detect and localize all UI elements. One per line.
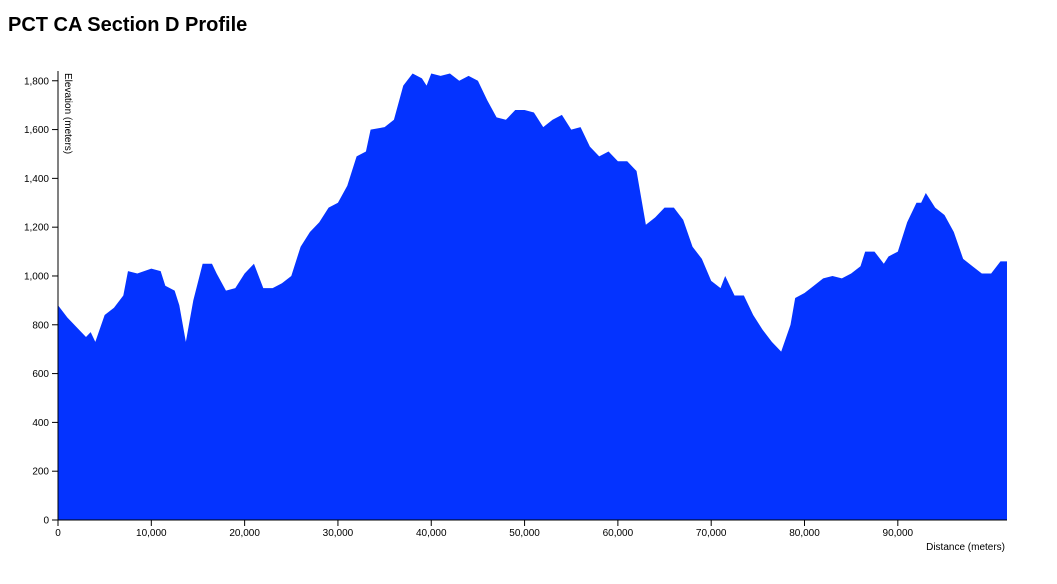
x-tick-label: 40,000 xyxy=(416,528,447,539)
x-tick-label: 90,000 xyxy=(883,528,914,539)
x-axis-label: Distance (meters) xyxy=(926,542,1005,553)
chart-title: PCT CA Section D Profile xyxy=(8,14,247,36)
elevation-area xyxy=(58,73,1007,520)
y-axis-label: Elevation (meters) xyxy=(62,73,73,154)
y-tick-label: 400 xyxy=(32,418,49,429)
x-tick-label: 50,000 xyxy=(509,528,540,539)
y-tick-label: 0 xyxy=(43,516,49,527)
x-tick-label: 30,000 xyxy=(323,528,354,539)
x-tick-label: 60,000 xyxy=(603,528,634,539)
x-tick-label: 70,000 xyxy=(696,528,727,539)
y-tick-label: 800 xyxy=(32,320,49,331)
y-tick-label: 200 xyxy=(32,467,49,478)
x-tick-label: 10,000 xyxy=(136,528,167,539)
y-tick-label: 1,000 xyxy=(24,271,49,282)
y-tick-label: 600 xyxy=(32,369,49,380)
y-tick-label: 1,400 xyxy=(24,174,49,185)
y-tick-label: 1,800 xyxy=(24,76,49,87)
x-tick-label: 0 xyxy=(55,528,61,539)
x-tick-label: 80,000 xyxy=(789,528,820,539)
x-tick-label: 20,000 xyxy=(229,528,260,539)
y-tick-label: 1,600 xyxy=(24,125,49,136)
y-tick-label: 1,200 xyxy=(24,223,49,234)
